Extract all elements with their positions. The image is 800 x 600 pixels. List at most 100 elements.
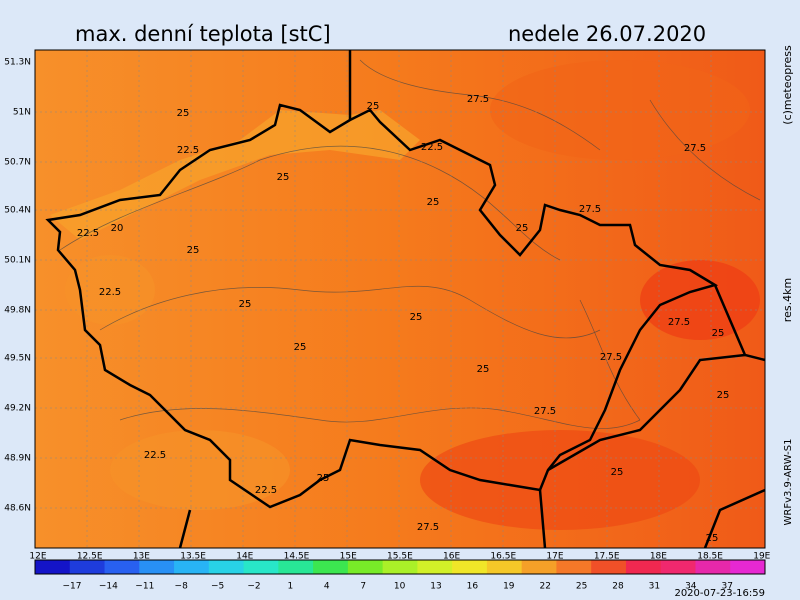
colorbar-label: 16 bbox=[467, 582, 479, 592]
country-border bbox=[45, 103, 719, 509]
latitude-label: 49.8N bbox=[4, 306, 31, 316]
colorbar-label: 4 bbox=[324, 582, 330, 592]
longitude-label: 13.5E bbox=[180, 552, 206, 562]
latitude-label: 49.5N bbox=[4, 354, 31, 364]
contour-label: 22.5 bbox=[177, 145, 199, 156]
colorbar-label: −2 bbox=[247, 582, 260, 592]
colorbar-segment bbox=[382, 560, 418, 574]
colorbar-segment bbox=[243, 560, 279, 574]
colorbar-segment bbox=[625, 560, 662, 574]
latitude-label: 48.9N bbox=[4, 454, 31, 464]
contour-label: 25 bbox=[367, 101, 380, 112]
longitude-label: 16E bbox=[443, 552, 460, 562]
latitude-label: 51N bbox=[13, 108, 31, 118]
date: nedele 26.07.2020 bbox=[508, 22, 706, 46]
longitude-label: 15.5E bbox=[387, 552, 413, 562]
colorbar-segment bbox=[278, 560, 314, 574]
longitude-label: 14.5E bbox=[284, 552, 310, 562]
timestamp: 2020-07-23-16:59 bbox=[674, 588, 765, 599]
title: max. denní teplota [stC] bbox=[75, 22, 331, 46]
contour-label: 25 bbox=[317, 473, 330, 484]
longitude-label: 12E bbox=[29, 552, 46, 562]
colorbar-segment bbox=[417, 560, 453, 574]
colorbar-segment bbox=[730, 560, 766, 574]
contour-label: 27.5 bbox=[600, 352, 622, 363]
contour-label: 27.5 bbox=[579, 204, 601, 215]
colorbar-frame bbox=[34, 559, 766, 575]
warm-area bbox=[640, 260, 760, 340]
contours bbox=[59, 59, 761, 429]
contour-label: 25 bbox=[187, 245, 200, 256]
colorbar-label: 13 bbox=[430, 582, 441, 592]
colorbar-segment bbox=[556, 560, 592, 574]
longitude-label: 15E bbox=[340, 552, 357, 562]
contour-label: 25 bbox=[177, 108, 190, 119]
contour-label: 25 bbox=[294, 342, 307, 353]
colorbar-label: −5 bbox=[211, 582, 224, 592]
longitude-label: 13E bbox=[133, 552, 150, 562]
contour-label: 25 bbox=[717, 390, 730, 401]
colorbar-label: 22 bbox=[539, 582, 550, 592]
longitude-label: 18E bbox=[650, 552, 667, 562]
colorbar-label: −17 bbox=[63, 582, 82, 592]
colorbar-segment bbox=[591, 560, 627, 574]
contour-label: 25 bbox=[427, 197, 440, 208]
colorbar-label: 25 bbox=[576, 582, 587, 592]
colorbar-segment bbox=[139, 560, 175, 574]
colorbar-segment bbox=[208, 560, 245, 574]
colorbar-segment bbox=[452, 560, 488, 574]
longitude-label: 16.5E bbox=[490, 552, 516, 562]
colorbar-label: 19 bbox=[503, 582, 515, 592]
longitude-label: 18.5E bbox=[697, 552, 723, 562]
model: WRFv3.9-ARW-S1 bbox=[783, 439, 794, 526]
map bbox=[34, 49, 766, 549]
contour-label: 25 bbox=[516, 223, 529, 234]
latitude-label: 50.1N bbox=[4, 256, 31, 266]
contour-label: 25 bbox=[239, 299, 252, 310]
contour-label: 25 bbox=[611, 467, 624, 478]
contour-label: 25 bbox=[712, 328, 725, 339]
colorbar-segment bbox=[35, 560, 71, 574]
latitude-label: 50.4N bbox=[4, 206, 31, 216]
colorbar-label: −8 bbox=[175, 582, 189, 592]
contour-label: 25 bbox=[477, 364, 490, 375]
contour-label: 25 bbox=[410, 312, 423, 323]
contour-label: 27.5 bbox=[417, 522, 439, 533]
colorbar-segment bbox=[347, 560, 384, 574]
contour-label: 22.5 bbox=[99, 287, 121, 298]
copyright: (c)meteopress bbox=[781, 45, 794, 125]
resolution: res.4km bbox=[781, 278, 794, 322]
contour-label: 27.5 bbox=[534, 406, 556, 417]
colorbar-segment bbox=[486, 560, 523, 574]
country-border bbox=[178, 50, 766, 549]
warm-area bbox=[420, 430, 700, 530]
colorbar-label: 10 bbox=[394, 582, 406, 592]
colorbar-segment bbox=[695, 560, 731, 574]
cool-area bbox=[50, 110, 420, 240]
colorbar-label: 1 bbox=[288, 582, 294, 592]
contour-label: 20 bbox=[111, 223, 124, 234]
contour-label: 25 bbox=[277, 172, 290, 183]
latitude-label: 50.7N bbox=[4, 158, 31, 168]
contour-label: 27.5 bbox=[668, 317, 690, 328]
colorbar-label: 34 bbox=[685, 582, 697, 592]
latitude-label: 51.3N bbox=[4, 58, 31, 68]
contour-label: 27.5 bbox=[467, 94, 489, 105]
contour-label: 22.5 bbox=[255, 485, 277, 496]
cool-area bbox=[110, 430, 290, 510]
colorbar-label: −11 bbox=[135, 582, 154, 592]
contour-label: 25 bbox=[706, 533, 719, 544]
contour-label: 22.5 bbox=[144, 450, 166, 461]
contour-label: 27.5 bbox=[684, 143, 706, 154]
colorbar-label: 7 bbox=[360, 582, 366, 592]
longitude-label: 17E bbox=[546, 552, 563, 562]
colorbar-segment bbox=[660, 560, 696, 574]
colorbar-label: −14 bbox=[99, 582, 118, 592]
map-frame bbox=[34, 49, 766, 549]
longitude-label: 19E bbox=[753, 552, 770, 562]
colorbar-segment bbox=[69, 560, 106, 574]
colorbar-segment bbox=[104, 560, 140, 574]
colorbar-segment bbox=[174, 560, 210, 574]
longitude-label: 17.5E bbox=[594, 552, 620, 562]
